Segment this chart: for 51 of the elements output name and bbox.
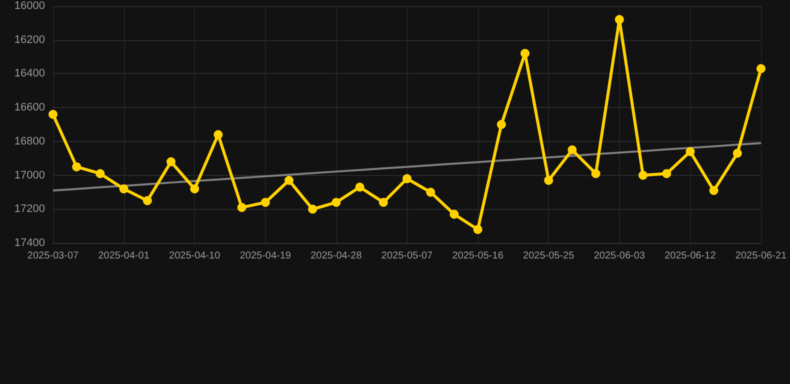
x-tick-label: 2025-06-03 <box>594 250 646 262</box>
y-tick-label: 16200 <box>14 34 45 46</box>
point <box>237 202 246 212</box>
point <box>378 198 388 207</box>
point <box>96 169 105 178</box>
point <box>520 48 530 58</box>
x-tick-label: 2025-06-21 <box>735 250 788 262</box>
point <box>48 110 58 119</box>
y-tick-label: 17400 <box>14 237 45 249</box>
y-tick-label: 16400 <box>14 68 45 80</box>
x-tick-label: 2025-04-28 <box>310 250 362 262</box>
point <box>142 196 152 206</box>
x-tick-label: 2025-05-07 <box>381 250 434 262</box>
point <box>284 176 294 185</box>
point <box>355 182 364 192</box>
x-tick-label: 2025-05-16 <box>452 250 504 262</box>
x-tick-label: 2025-04-19 <box>240 250 292 262</box>
point <box>260 198 270 207</box>
x-tick-label: 2025-03-07 <box>27 250 80 262</box>
point <box>544 176 554 185</box>
y-tick-label: 17200 <box>14 203 45 216</box>
point <box>662 169 672 178</box>
y-tick-label: 17000 <box>14 169 45 182</box>
point <box>756 64 766 74</box>
y-tick-label: 16800 <box>14 135 45 148</box>
y-tick-label: 16000 <box>14 0 45 12</box>
point <box>450 210 459 219</box>
point <box>614 15 624 24</box>
x-tick-label: 2025-05-25 <box>523 250 575 262</box>
point <box>591 169 600 178</box>
point <box>190 184 200 194</box>
point <box>166 157 176 166</box>
x-tick-label: 2025-04-01 <box>98 250 150 262</box>
point <box>214 130 223 140</box>
point <box>496 120 506 129</box>
point <box>332 198 341 207</box>
point <box>72 162 82 172</box>
point <box>568 145 577 154</box>
point <box>426 188 436 197</box>
y-tick-label: 16600 <box>14 102 45 114</box>
point <box>119 184 128 194</box>
point <box>638 170 648 180</box>
point <box>686 147 695 156</box>
x-tick-label: 2025-04-10 <box>169 250 221 262</box>
point <box>473 224 482 234</box>
point <box>732 148 742 158</box>
line-series <box>52 142 762 192</box>
point <box>709 186 718 196</box>
point <box>308 204 318 214</box>
point <box>402 174 412 184</box>
x-tick-label: 2025-06-12 <box>664 250 716 262</box>
